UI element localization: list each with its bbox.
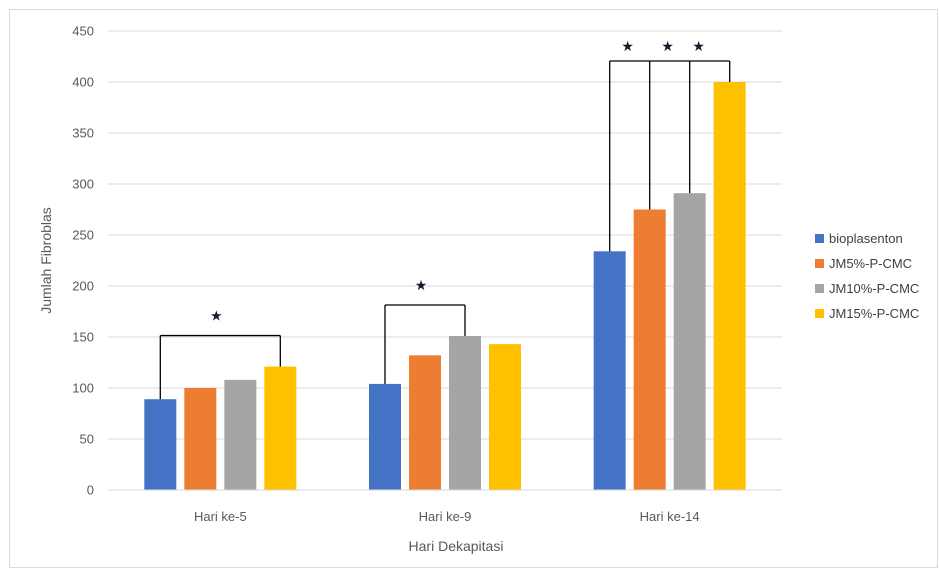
y-tick-label: 450 (72, 24, 94, 39)
legend-label: JM5%-P-CMC (829, 256, 912, 271)
y-axis-title: Jumlah Fibroblas (38, 207, 54, 314)
legend-label: bioplasenton (829, 231, 903, 246)
bar (489, 344, 521, 490)
x-axis-title: Hari Dekapitasi (409, 538, 504, 554)
significance-star: ★ (415, 277, 428, 293)
significance-star: ★ (210, 308, 223, 324)
x-tick-label: Hari ke-5 (194, 509, 247, 524)
bar (144, 399, 177, 490)
y-tick-label: 200 (72, 279, 94, 294)
significance-star: ★ (692, 38, 705, 54)
bar (713, 82, 746, 490)
bar (369, 383, 401, 490)
bar (633, 209, 666, 490)
legend: bioplasenton JM5%-P-CMC JM10%-P-CMC JM15%-P… (815, 231, 919, 321)
bar (409, 355, 441, 490)
x-axis-ticks: Hari ke-5 Hari ke-9 Hari ke-14 (194, 509, 700, 524)
legend-label: JM10%-P-CMC (829, 281, 919, 296)
legend-swatch (815, 234, 824, 243)
significance-star: ★ (621, 38, 634, 54)
y-axis-ticks: 0 50 100 150 200 250 300 350 400 450 (72, 24, 94, 498)
significance-brackets: ★ ★ ★ ★ ★ (159, 38, 731, 400)
x-tick-label: Hari ke-14 (640, 509, 700, 524)
y-tick-label: 150 (72, 330, 94, 345)
gridlines (108, 30, 782, 440)
bar (224, 379, 257, 490)
y-tick-label: 250 (72, 228, 94, 243)
bars (144, 82, 746, 490)
bar (593, 251, 626, 490)
y-tick-label: 100 (72, 381, 94, 396)
y-tick-label: 0 (87, 483, 94, 498)
significance-star: ★ (661, 38, 674, 54)
y-tick-label: 300 (72, 177, 94, 192)
y-tick-label: 50 (80, 432, 94, 447)
bar (264, 366, 297, 490)
bar (184, 388, 217, 490)
legend-label: JM15%-P-CMC (829, 306, 919, 321)
bar (673, 193, 706, 490)
y-tick-label: 400 (72, 75, 94, 90)
legend-swatch (815, 309, 824, 318)
x-tick-label: Hari ke-9 (419, 509, 472, 524)
bar (449, 335, 481, 490)
legend-swatch (815, 284, 824, 293)
y-tick-label: 350 (72, 126, 94, 141)
legend-swatch (815, 259, 824, 268)
